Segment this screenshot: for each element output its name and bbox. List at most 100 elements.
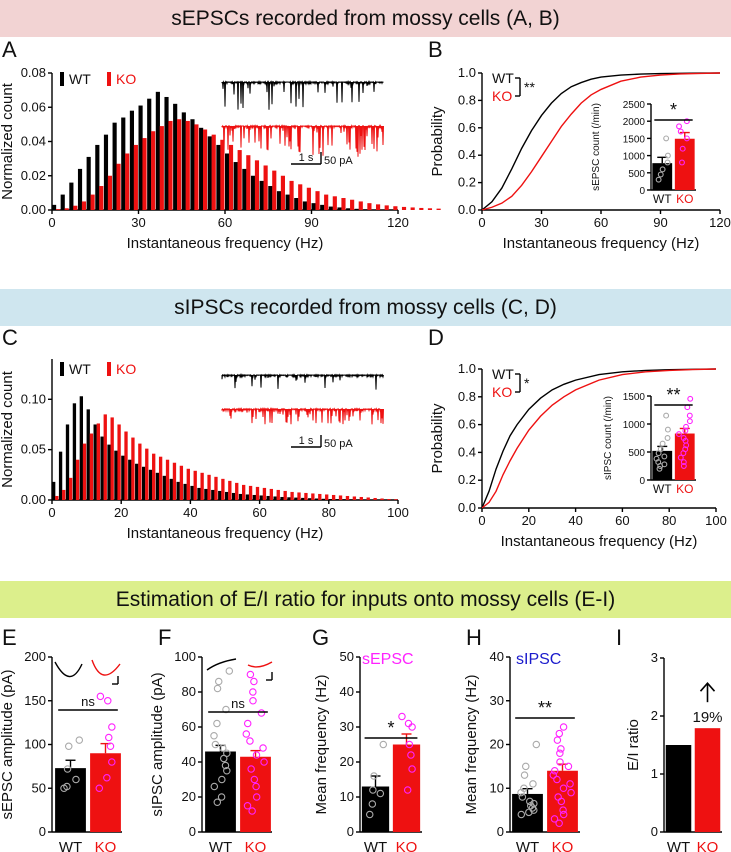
panel-h-point-ko: [559, 806, 567, 814]
panel-a-bar-ko: [358, 201, 363, 210]
panel-f-point-ko: [252, 751, 261, 759]
panel-f-point-ko: [260, 758, 268, 766]
panel-c-bar-ko: [387, 498, 391, 500]
panel-b-inset-y-label: sEPSC count (/min): [591, 103, 602, 191]
panel-d-inset-point-ko: [676, 431, 682, 438]
panel-h-point-ko: [550, 766, 559, 775]
panel-a-bar-ko: [419, 207, 424, 210]
panel-a-bar-wt: [320, 204, 325, 210]
panel-c-bar-ko: [172, 462, 177, 500]
panel-a-bar-ko: [194, 124, 199, 210]
panel-e-point-ko: [103, 773, 111, 782]
panel-g-y-tick-label: 10: [340, 789, 354, 804]
panel-c-bar-ko: [103, 414, 107, 500]
panel-c-bar-wt: [273, 496, 277, 500]
panel-b-curve-wt: [481, 72, 721, 211]
panel-f-point-wt: [218, 775, 226, 784]
panel-a-bar-ko: [280, 175, 285, 210]
panel-a-x-tick-label: 30: [131, 215, 145, 230]
panel-label-H: H: [466, 625, 482, 650]
panel-e-point-ko: [108, 758, 116, 766]
panel-c-bar-ko: [124, 431, 128, 500]
panel-c-bar-ko: [214, 476, 218, 500]
panel-label-G: G: [312, 625, 329, 650]
panel-a-bar-ko: [99, 186, 104, 210]
panel-h-point-ko: [557, 745, 565, 753]
panel-a-bar-wt: [346, 208, 351, 210]
panel-a-bar-ko: [436, 208, 441, 210]
panel-e-point-ko: [104, 696, 112, 705]
panel-a-bar-ko: [315, 191, 320, 210]
panel-e-point-wt: [64, 742, 73, 750]
panel-a-bar-ko: [168, 120, 173, 210]
panel-d-inset-point-wt: [656, 465, 663, 472]
panel-c-bar-ko: [89, 433, 94, 500]
panel-d-x-label: Instantaneous frequency (Hz): [501, 533, 698, 550]
panel-h-point-ko: [566, 780, 574, 788]
panel-d-inset-bar-ko: [674, 433, 695, 480]
panel-f-significance: ns: [231, 696, 245, 711]
panel-d-inset-point-ko: [677, 454, 684, 461]
panel-a-bar-wt: [69, 182, 74, 210]
panel-c-bar-ko: [352, 496, 357, 500]
panel-c-bar-wt: [294, 497, 298, 500]
panel-a-bar-ko: [202, 129, 208, 210]
panel-c-bar-wt: [52, 481, 56, 500]
panel-a-y-tick-label: 0.08: [21, 65, 46, 80]
panel-e-point-ko: [105, 733, 113, 742]
panel-b-x-tick-label: 30: [534, 215, 548, 230]
panel-label-E: E: [2, 625, 17, 650]
panel-a-legend-ko: KO: [116, 71, 136, 87]
panel-h-point-ko: [553, 736, 562, 744]
panel-f-category-ko: KO: [245, 839, 267, 852]
panel-h-point-ko: [550, 815, 559, 823]
panel-f-point-wt: [221, 761, 230, 770]
panel-b-inset-point-wt: [659, 166, 666, 173]
panel-e-ko-avg-trace: [91, 659, 121, 676]
panel-a-bar-ko: [341, 198, 346, 210]
banner-sipsc: sIPSCs recorded from mossy cells (C, D): [0, 289, 731, 326]
panel-c-bar-wt: [148, 469, 153, 500]
panel-f-point-wt: [225, 667, 234, 675]
panel-a-bar-ko: [90, 194, 95, 210]
panel-c-bar-wt: [135, 463, 139, 500]
panel-a-bar-ko: [220, 139, 225, 210]
panel-b-x-tick-label: 120: [709, 215, 731, 230]
panel-h-point-wt: [529, 780, 537, 788]
panel-b-inset-category-ko: KO: [676, 192, 693, 206]
panel-h-y-tick-label: 30: [490, 693, 504, 708]
panel-a-bar-wt: [259, 180, 264, 210]
panel-c-bar-ko: [345, 495, 350, 500]
panel-a-bar-ko: [211, 134, 216, 210]
panel-c-legend-wt-marker: [60, 362, 64, 376]
panel-a-bar-wt: [354, 208, 359, 210]
panel-b-x-tick-label: 0: [478, 215, 485, 230]
panel-d-x-tick-label: 100: [705, 513, 727, 528]
panel-h-point-ko: [559, 784, 568, 792]
panel-a-bar-ko: [55, 209, 61, 210]
panel-c-bar-wt: [308, 498, 312, 500]
panel-c-bar-ko: [366, 497, 370, 500]
panel-c-bar-wt: [245, 494, 250, 500]
panel-a-bar-ko: [306, 187, 311, 210]
panel-f-point-ko: [243, 719, 252, 728]
panel-a-bar-wt: [216, 144, 221, 210]
panel-d-inset-y-tick-label: 500: [628, 448, 645, 459]
panel-f-y-tick-label: 40: [182, 754, 196, 769]
panel-c-bar-ko: [165, 459, 170, 500]
panel-a-scale-time-label: 1 s: [299, 152, 314, 164]
panel-h-point-ko: [567, 788, 575, 797]
panel-c-bar-wt: [231, 492, 236, 500]
panel-a-bar-wt: [190, 119, 195, 210]
panel-c-y-label: Normalized count: [0, 370, 16, 488]
panel-a-bar-ko: [151, 131, 156, 210]
panel-a-y-tick-label: 0.02: [21, 168, 46, 183]
panel-f-point-wt: [213, 684, 222, 693]
panel-c-bar-ko: [269, 488, 273, 500]
panel-label-B: B: [428, 37, 443, 62]
panel-c-bar-ko: [117, 424, 121, 500]
panel-c-legend-ko: KO: [116, 361, 136, 377]
panel-a-wt-trace: [221, 80, 384, 110]
panel-a-bar-wt: [363, 209, 368, 210]
panel-a-bar-ko: [427, 208, 433, 210]
